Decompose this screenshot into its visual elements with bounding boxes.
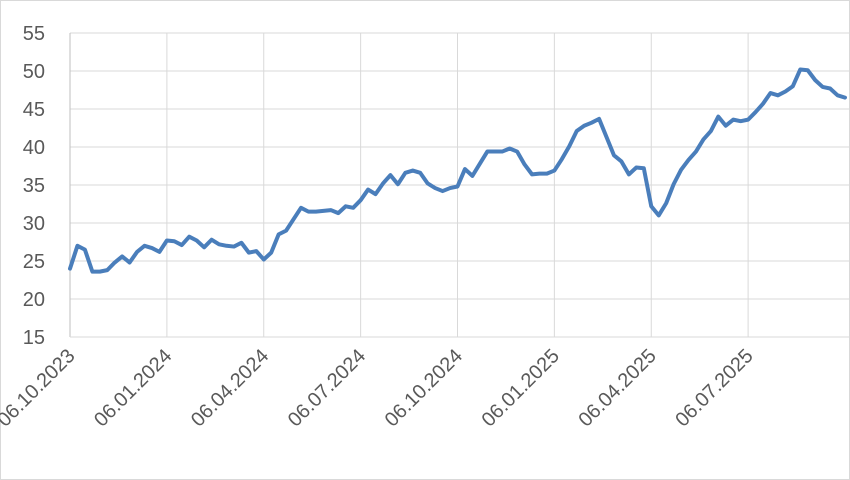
- x-tick-label: 06.01.2025: [478, 345, 564, 431]
- x-tick-label: 06.07.2024: [284, 345, 370, 431]
- x-tick-label: 06.04.2024: [187, 345, 273, 431]
- y-tick-label: 15: [23, 327, 45, 349]
- x-tick-label: 06.04.2025: [574, 345, 660, 431]
- x-tick-label: 06.10.2023: [0, 345, 80, 431]
- y-tick-label: 40: [23, 137, 45, 159]
- y-tick-label: 35: [23, 175, 45, 197]
- data-line: [68, 67, 847, 274]
- y-tick-label: 45: [23, 99, 45, 121]
- x-tick-label: 06.07.2025: [671, 345, 757, 431]
- y-tick-label: 30: [23, 213, 45, 235]
- x-tick-label: 06.01.2024: [90, 345, 176, 431]
- y-tick-label: 50: [23, 61, 45, 83]
- y-tick-label: 55: [23, 23, 45, 45]
- y-tick-label: 25: [23, 251, 45, 273]
- x-tick-label: 06.10.2024: [381, 345, 467, 431]
- y-tick-label: 20: [23, 289, 45, 311]
